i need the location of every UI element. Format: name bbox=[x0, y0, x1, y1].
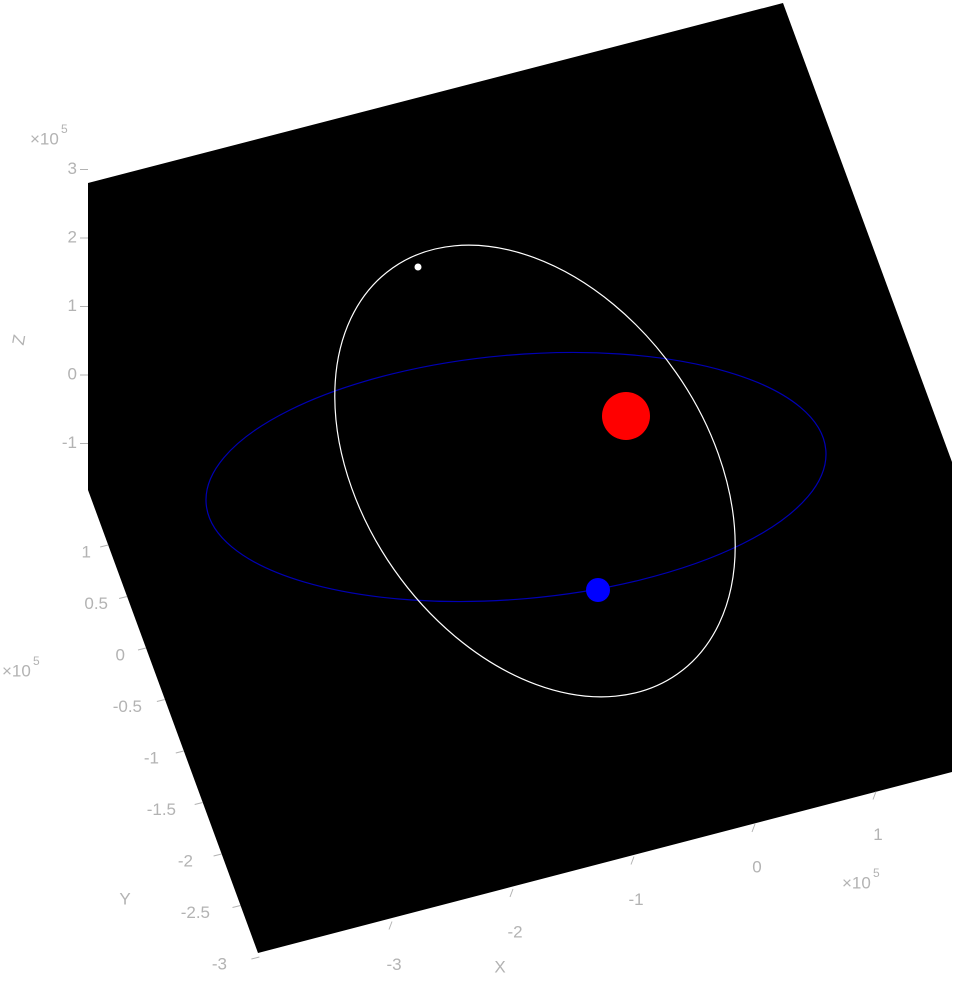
x-exponent: 5 bbox=[873, 866, 880, 880]
x-tick-label: 1 bbox=[873, 825, 882, 844]
x-tick-label: -3 bbox=[386, 955, 401, 974]
y-tick-label: -3 bbox=[212, 954, 227, 973]
tick-mark bbox=[232, 905, 241, 908]
white-orbit bbox=[334, 244, 736, 698]
x-tick-label: -2 bbox=[507, 922, 522, 941]
blue-orbit bbox=[205, 351, 827, 603]
tick-mark bbox=[100, 544, 109, 548]
tick-mark bbox=[388, 921, 393, 930]
z-tick-label: 2 bbox=[68, 227, 77, 246]
white-body bbox=[414, 263, 422, 271]
red-body bbox=[602, 392, 650, 440]
tick-mark bbox=[137, 647, 147, 651]
y-tick-label: -0.5 bbox=[113, 697, 142, 716]
y-tick-label: 1 bbox=[82, 542, 91, 561]
x-tick-label: -1 bbox=[628, 890, 643, 909]
blue-body bbox=[586, 578, 610, 602]
y-tick-label: 0.5 bbox=[84, 594, 108, 613]
y-multiplier: ×10 bbox=[2, 661, 31, 680]
tick-mark bbox=[251, 956, 260, 960]
z-axis-label: Z bbox=[9, 333, 30, 347]
z-exponent: 5 bbox=[61, 122, 68, 136]
tick-mark bbox=[156, 699, 166, 702]
tick-mark bbox=[751, 823, 756, 833]
tick-mark bbox=[630, 856, 635, 865]
tick-mark bbox=[175, 750, 184, 754]
z-tick-label: 3 bbox=[68, 159, 77, 178]
z-multiplier: ×10 bbox=[30, 129, 59, 148]
tick-mark bbox=[872, 791, 877, 800]
y-tick-label: -1 bbox=[144, 748, 159, 767]
z-tick-label: 0 bbox=[68, 364, 77, 383]
axes-box bbox=[88, 3, 952, 953]
x-axis-label: X bbox=[494, 957, 505, 976]
tick-mark bbox=[509, 888, 514, 898]
y-axis-label: Y bbox=[119, 889, 130, 908]
x-multiplier: ×10 bbox=[842, 873, 871, 892]
z-tick-label: -1 bbox=[62, 433, 77, 452]
y-tick-label: 0 bbox=[116, 645, 125, 664]
tick-mark bbox=[194, 802, 203, 805]
z-tick-label: 1 bbox=[68, 296, 77, 315]
y-exponent: 5 bbox=[33, 654, 40, 668]
y-tick-label: -2.5 bbox=[181, 903, 210, 922]
x-tick-label: 0 bbox=[752, 857, 761, 876]
y-tick-label: -2 bbox=[178, 851, 193, 870]
tick-mark bbox=[213, 853, 222, 857]
tick-mark bbox=[118, 596, 128, 599]
y-tick-label: -1.5 bbox=[147, 800, 176, 819]
